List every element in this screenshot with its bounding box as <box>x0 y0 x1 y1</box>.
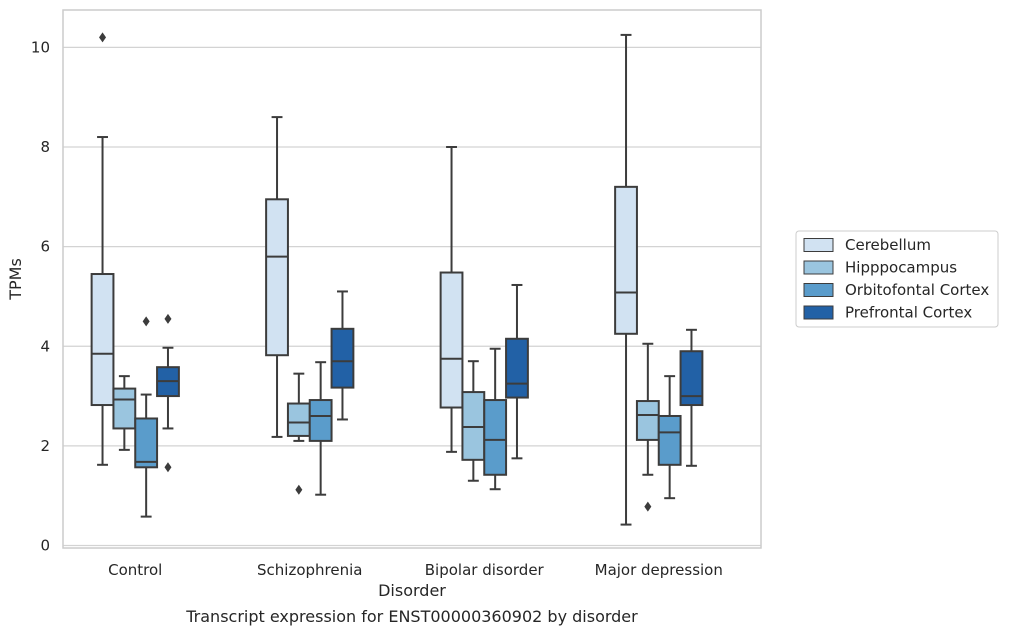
y-axis-ticks: 0 2 4 6 8 10 <box>31 38 50 554</box>
box-prefrontal-cortex-control <box>156 313 180 473</box>
y-tick-label: 8 <box>40 138 50 156</box>
box-iqr <box>505 337 529 399</box>
box-hipppocampus-major-depression <box>635 342 660 512</box>
x-tick-label-control: Control <box>108 561 162 579</box>
box-iqr <box>265 198 289 357</box>
grid-lines <box>63 46 761 547</box>
box-iqr <box>614 185 638 335</box>
box-orbitofontal-cortex-schizophrenia <box>308 361 333 496</box>
legend-label-orbitofontal-cortex: Orbitofontal Cortex <box>845 281 989 299</box>
box-iqr <box>112 387 137 430</box>
box-iqr <box>439 271 464 409</box>
x-axis-ticks: Control Schizophrenia Bipolar disorder Majo… <box>108 561 723 579</box>
legend-swatch-cerebellum <box>803 238 834 252</box>
legend-label-hipppocampus: Hipppocampus <box>845 259 957 277</box>
box-iqr <box>483 399 508 476</box>
plot-frame <box>62 9 762 549</box>
box-prefrontal-cortex-schizophrenia <box>330 290 355 421</box>
legend-label-cerebellum: Cerebellum <box>845 236 931 254</box>
box-cerebellum-major-depression <box>614 33 638 526</box>
outlier-point <box>295 484 303 495</box>
box-cerebellum-bipolar-disorder <box>439 145 464 453</box>
y-tick-label: 4 <box>40 337 50 355</box>
box-hipppocampus-control <box>112 375 137 451</box>
box-iqr <box>635 400 660 441</box>
outlier-point <box>164 462 172 473</box>
box-iqr <box>308 399 333 442</box>
box-hipppocampus-schizophrenia <box>286 372 311 495</box>
legend-swatch-hipppocampus <box>803 260 834 275</box>
box-orbitofontal-cortex-control <box>134 316 159 518</box>
y-tick-label: 0 <box>40 537 50 555</box>
box-prefrontal-cortex-bipolar-disorder <box>505 283 529 460</box>
box-iqr <box>657 414 682 466</box>
outlier-point <box>142 316 150 327</box>
box-orbitofontal-cortex-major-depression <box>657 375 682 500</box>
legend-swatch-orbitofontal-cortex <box>803 283 834 297</box>
box-iqr <box>134 417 159 469</box>
x-tick-label-schizophrenia: Schizophrenia <box>257 561 362 579</box>
x-axis-label: Disorder <box>378 581 446 600</box>
outlier-point <box>99 32 107 43</box>
box-prefrontal-cortex-major-depression <box>679 328 704 467</box>
y-tick-label: 10 <box>31 38 50 56</box>
box-hipppocampus-bipolar-disorder <box>461 360 486 482</box>
box-iqr <box>286 402 311 437</box>
outlier-point <box>164 313 172 324</box>
box-cerebellum-control <box>90 32 115 466</box>
y-axis-label: TPMs <box>6 258 25 301</box>
legend-label-prefrontal-cortex: Prefrontal Cortex <box>845 304 972 322</box>
y-tick-label: 6 <box>40 238 50 256</box>
x-tick-label-major-depression: Major depression <box>595 561 723 579</box>
box-cerebellum-schizophrenia <box>265 116 289 438</box>
box-orbitofontal-cortex-bipolar-disorder <box>483 347 508 491</box>
legend-swatch-prefrontal-cortex <box>803 305 834 320</box>
x-tick-label-bipolar-disorder: Bipolar disorder <box>425 561 545 579</box>
y-tick-label: 2 <box>40 437 50 455</box>
chart-caption: Transcript expression for ENST0000036090… <box>185 607 638 626</box>
legend: Cerebellum Hipppocampus Orbitofontal Corte… <box>795 230 999 328</box>
box-iqr <box>679 350 704 407</box>
outlier-point <box>644 501 652 512</box>
plot-series <box>90 32 704 526</box>
legend-frame <box>795 230 999 328</box>
box-iqr <box>90 273 115 407</box>
box-iqr <box>330 327 355 389</box>
